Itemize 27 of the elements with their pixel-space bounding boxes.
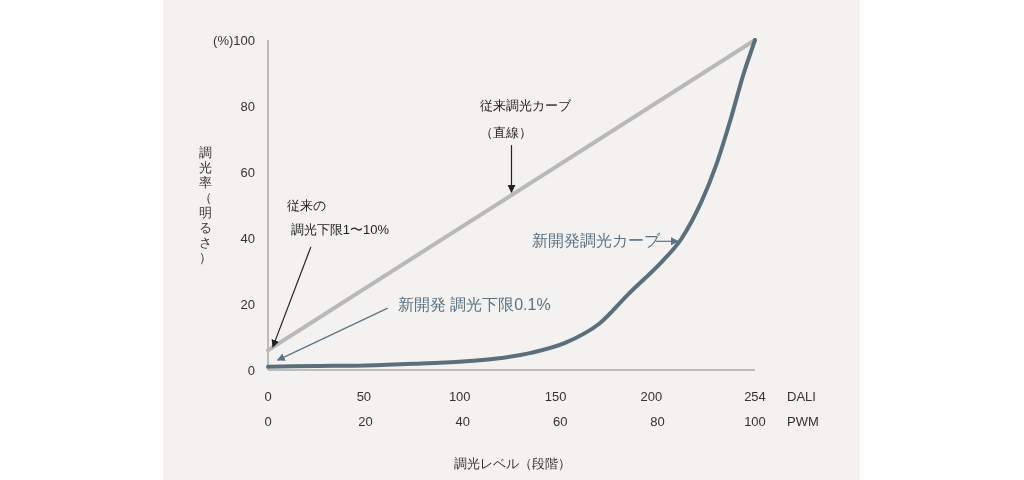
y-tick-label: 40	[240, 231, 255, 246]
y-tick-label: 60	[240, 165, 255, 180]
y-axis-title: 調光率（明るさ）	[198, 145, 212, 265]
x2-tick-label: 150	[544, 389, 567, 404]
annotation: 新開発調光カーブ	[531, 232, 661, 250]
annotation: 新開発 調光下限0.1%	[397, 296, 551, 314]
x-tick-label: 60	[552, 414, 568, 429]
x2-tick-label: 0	[264, 389, 272, 404]
x2-tick-label: 100	[448, 389, 471, 404]
y-tick-label: 80	[240, 99, 255, 114]
annotation: 従来調光カーブ（直線）	[479, 98, 572, 141]
x2-tick-label: 50	[356, 389, 372, 404]
x2-axis-title: DALI	[787, 389, 816, 404]
x-tick-label: 20	[358, 414, 373, 429]
x-tick-label: 0	[264, 414, 272, 429]
y-tick-label: 0	[247, 363, 255, 378]
annotation: 従来の	[287, 198, 326, 213]
x2-tick-label: 200	[640, 389, 663, 404]
x2-tick-label: 254	[744, 389, 766, 404]
y-tick-label: (%)100	[213, 33, 255, 48]
annotation: 調光下限1〜10%	[290, 221, 390, 237]
text: PWM	[787, 414, 819, 429]
x-tick-label: 100	[744, 414, 766, 429]
x-tick-label: 80	[650, 414, 665, 429]
x-tick-label: 40	[455, 414, 471, 429]
y-tick-label: 20	[240, 297, 255, 312]
x-axis-title: 調光レベル（段階）	[453, 456, 571, 471]
